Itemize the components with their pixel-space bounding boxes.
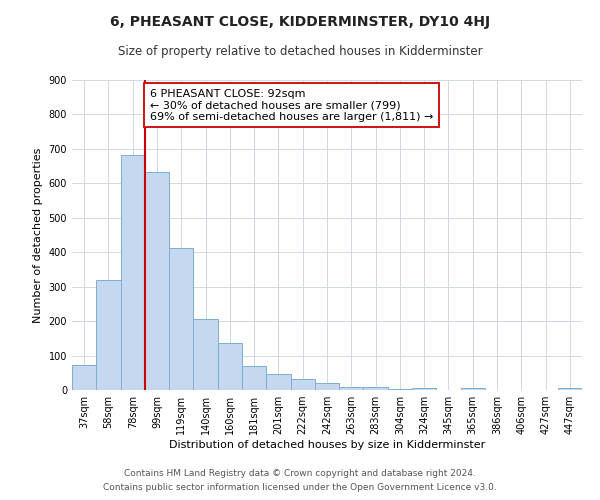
Y-axis label: Number of detached properties: Number of detached properties [33, 148, 43, 322]
Bar [412, 388, 436, 390]
Bar [193, 318, 218, 390]
Bar [315, 383, 339, 390]
Bar [96, 280, 121, 390]
Bar [461, 388, 485, 390]
Text: 6, PHEASANT CLOSE, KIDDERMINSTER, DY10 4HJ: 6, PHEASANT CLOSE, KIDDERMINSTER, DY10 4… [110, 15, 490, 29]
Text: Contains HM Land Registry data © Crown copyright and database right 2024.: Contains HM Land Registry data © Crown c… [124, 468, 476, 477]
Bar [218, 343, 242, 390]
Bar [290, 378, 315, 390]
Text: Size of property relative to detached houses in Kidderminster: Size of property relative to detached ho… [118, 45, 482, 58]
Bar [558, 388, 582, 390]
Bar [169, 248, 193, 390]
Text: 6 PHEASANT CLOSE: 92sqm
← 30% of detached houses are smaller (799)
69% of semi-d: 6 PHEASANT CLOSE: 92sqm ← 30% of detache… [150, 88, 433, 122]
Bar [145, 172, 169, 390]
Bar [339, 386, 364, 390]
Bar [364, 387, 388, 390]
X-axis label: Distribution of detached houses by size in Kidderminster: Distribution of detached houses by size … [169, 440, 485, 450]
Bar [72, 365, 96, 390]
Bar [266, 374, 290, 390]
Bar [242, 366, 266, 390]
Text: Contains public sector information licensed under the Open Government Licence v3: Contains public sector information licen… [103, 484, 497, 492]
Bar [121, 155, 145, 390]
